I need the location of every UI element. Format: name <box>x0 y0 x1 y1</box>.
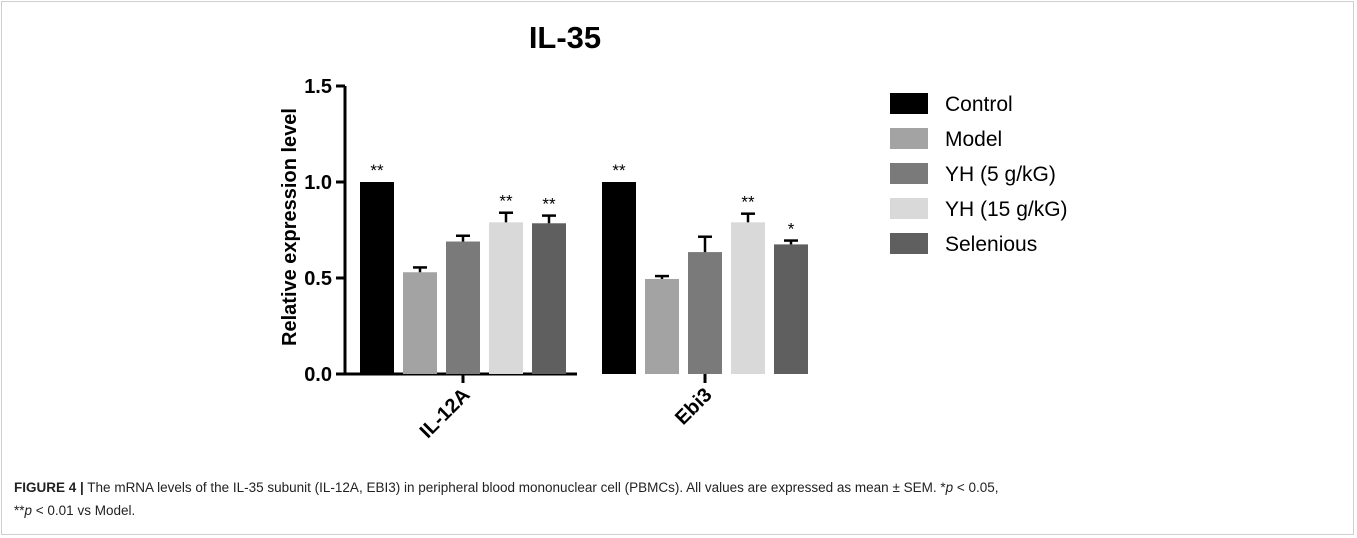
bar-chart: IL-35 Relative expression level 0.0 0.5 1.… <box>279 20 1068 443</box>
legend-swatch <box>890 163 928 184</box>
significance-label: ** <box>542 195 556 214</box>
bar <box>602 182 636 374</box>
caption-p-symbol-2: p <box>24 503 33 518</box>
figure-label: FIGURE 4 | <box>14 480 84 495</box>
legend-label: YH (15 g/kG) <box>945 198 1068 221</box>
legend-label: Selenious <box>945 233 1037 256</box>
caption-text-main: The mRNA levels of the IL-35 subunit (IL… <box>83 480 946 495</box>
bar <box>446 241 480 374</box>
bar <box>360 182 394 374</box>
chart-title: IL-35 <box>529 20 601 55</box>
bar <box>403 272 437 374</box>
legend-swatch <box>890 198 928 219</box>
significance-label: ** <box>612 161 626 180</box>
caption-p-symbol-1: p <box>945 480 954 495</box>
caption-text-mid: < 0.05, <box>953 480 999 495</box>
figure-caption: FIGURE 4 | The mRNA levels of the IL-35 … <box>14 476 1334 522</box>
bar <box>532 223 566 374</box>
y-tick-label: 0.0 <box>304 364 332 386</box>
legend: Control Model YH (5 g/kG) YH (15 g/kG) Selen… <box>890 93 1068 256</box>
legend-swatch <box>890 233 928 254</box>
significance-label: ** <box>499 192 513 211</box>
legend-label: YH (5 g/kG) <box>945 163 1056 186</box>
bar <box>774 244 808 374</box>
legend-swatch <box>890 128 928 149</box>
legend-label: Model <box>945 128 1002 151</box>
x-tick-label: IL-12A <box>416 384 475 443</box>
y-tick-label: 0.5 <box>304 268 332 290</box>
y-tick-label: 1.5 <box>304 76 332 98</box>
significance-label: ** <box>370 161 384 180</box>
plot-area: 0.00.51.01.5**** **IL-12A*****Ebi3 <box>304 76 808 443</box>
y-axis-label: Relative expression level <box>279 108 301 346</box>
y-tick-label: 1.0 <box>304 172 332 194</box>
caption-text-2: ** <box>14 503 25 518</box>
bar <box>688 252 722 374</box>
significance-label: ** <box>741 193 755 212</box>
bar <box>645 278 679 374</box>
significance-label: * <box>788 220 795 239</box>
bar <box>731 222 765 374</box>
x-tick-label: Ebi3 <box>671 384 716 429</box>
legend-label: Control <box>945 93 1013 116</box>
legend-swatch <box>890 93 928 114</box>
bar <box>489 222 523 374</box>
caption-text-end: < 0.01 vs Model. <box>32 503 136 518</box>
